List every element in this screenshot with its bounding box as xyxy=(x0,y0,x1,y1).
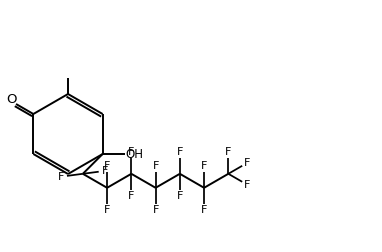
Text: F: F xyxy=(201,205,207,215)
Text: F: F xyxy=(225,147,231,157)
Text: OH: OH xyxy=(126,147,144,161)
Text: F: F xyxy=(58,172,64,182)
Text: F: F xyxy=(128,191,134,201)
Text: F: F xyxy=(176,191,183,201)
Text: O: O xyxy=(6,93,17,106)
Text: F: F xyxy=(104,205,110,215)
Text: F: F xyxy=(152,161,159,171)
Text: F: F xyxy=(176,147,183,157)
Text: F: F xyxy=(244,158,251,168)
Text: F: F xyxy=(152,205,159,215)
Text: F: F xyxy=(244,180,251,190)
Text: F: F xyxy=(104,161,110,171)
Text: F: F xyxy=(128,147,134,157)
Text: F: F xyxy=(201,161,207,171)
Text: F: F xyxy=(102,166,108,176)
